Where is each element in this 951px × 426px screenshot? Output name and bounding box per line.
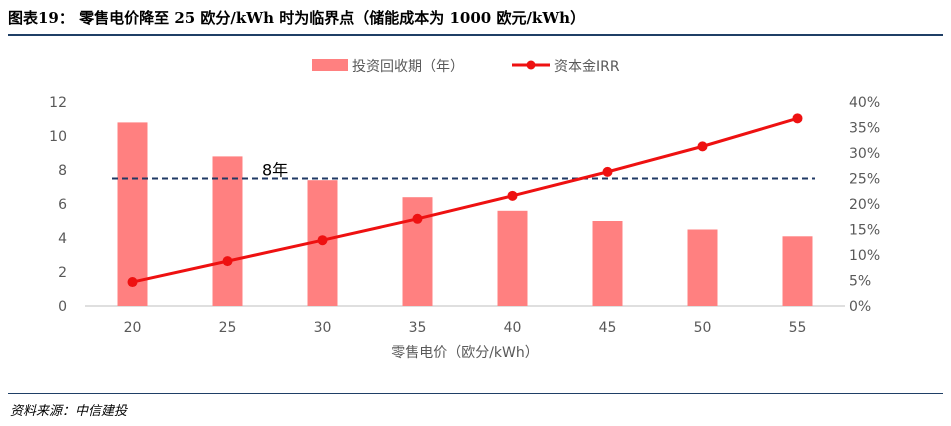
bar-45 — [592, 221, 623, 306]
threshold-line-group: 8年 — [112, 161, 815, 180]
irr-point-40 — [507, 190, 518, 201]
irr-point-30 — [317, 235, 328, 246]
y-right-tick-label: 40% — [849, 95, 880, 111]
bar-55 — [782, 236, 813, 306]
irr-line — [132, 116, 798, 284]
y-left-tick-label: 6 — [58, 197, 67, 213]
x-tick-label: 25 — [219, 320, 237, 336]
y-right-tick-label: 30% — [849, 146, 880, 162]
source-rule — [8, 393, 943, 394]
y-right-tick-label: 20% — [849, 197, 880, 213]
x-tick-label: 55 — [789, 320, 807, 336]
bar-series — [117, 122, 813, 307]
threshold-label: 8年 — [262, 161, 288, 180]
bar-50 — [687, 229, 718, 306]
irr-point-55 — [792, 113, 803, 124]
x-tick-label: 20 — [124, 320, 142, 336]
source-note: 资料来源：中信建投 — [10, 404, 128, 419]
y-left-tick-label: 8 — [58, 163, 67, 179]
y-right-tick-label: 25% — [849, 172, 880, 188]
y-left-tick-label: 10 — [49, 129, 67, 145]
x-tick-label: 35 — [409, 320, 427, 336]
bar-20 — [117, 122, 148, 307]
x-tick-label: 40 — [504, 320, 522, 336]
irr-point-45 — [602, 166, 613, 177]
legend-bar-label: 投资回收期（年） — [352, 59, 464, 75]
y-axis-left: 0 2 4 6 8 10 12 — [49, 95, 67, 315]
irr-point-20 — [127, 277, 138, 288]
y-left-tick-label: 4 — [58, 231, 67, 247]
x-tick-label: 30 — [314, 320, 332, 336]
x-axis-ticks: 20 25 30 35 40 45 50 55 — [124, 320, 807, 336]
y-right-tick-label: 5% — [849, 274, 871, 290]
bar-35 — [402, 197, 433, 306]
y-right-tick-label: 10% — [849, 248, 880, 264]
y-right-tick-label: 15% — [849, 223, 880, 239]
irr-point-50 — [697, 141, 708, 152]
legend-bar-swatch — [312, 59, 348, 71]
figure-title: 图表19： 零售电价降至 25 欧分/kWh 时为临界点（储能成本为 1000 … — [8, 9, 586, 27]
legend-line-marker — [526, 60, 536, 70]
y-left-tick-label: 12 — [49, 95, 67, 111]
y-right-tick-label: 35% — [849, 121, 880, 137]
irr-point-25 — [222, 256, 233, 267]
title-rule — [8, 34, 943, 36]
x-axis-title: 零售电价（欧分/kWh） — [391, 345, 539, 361]
legend: 投资回收期（年） 资本金IRR — [312, 59, 620, 75]
x-tick-label: 50 — [694, 320, 712, 336]
irr-line-series — [127, 113, 803, 288]
y-right-tick-label: 0% — [849, 299, 871, 315]
y-axis-right: 0% 5% 10% 15% 20% 25% 30% 35% 40% — [849, 95, 880, 315]
y-left-tick-label: 2 — [58, 265, 67, 281]
bar-25 — [212, 156, 243, 306]
irr-point-35 — [412, 213, 423, 224]
bar-40 — [497, 210, 528, 306]
legend-line-label: 资本金IRR — [554, 59, 620, 75]
y-left-tick-label: 0 — [58, 299, 67, 315]
x-tick-label: 45 — [599, 320, 617, 336]
